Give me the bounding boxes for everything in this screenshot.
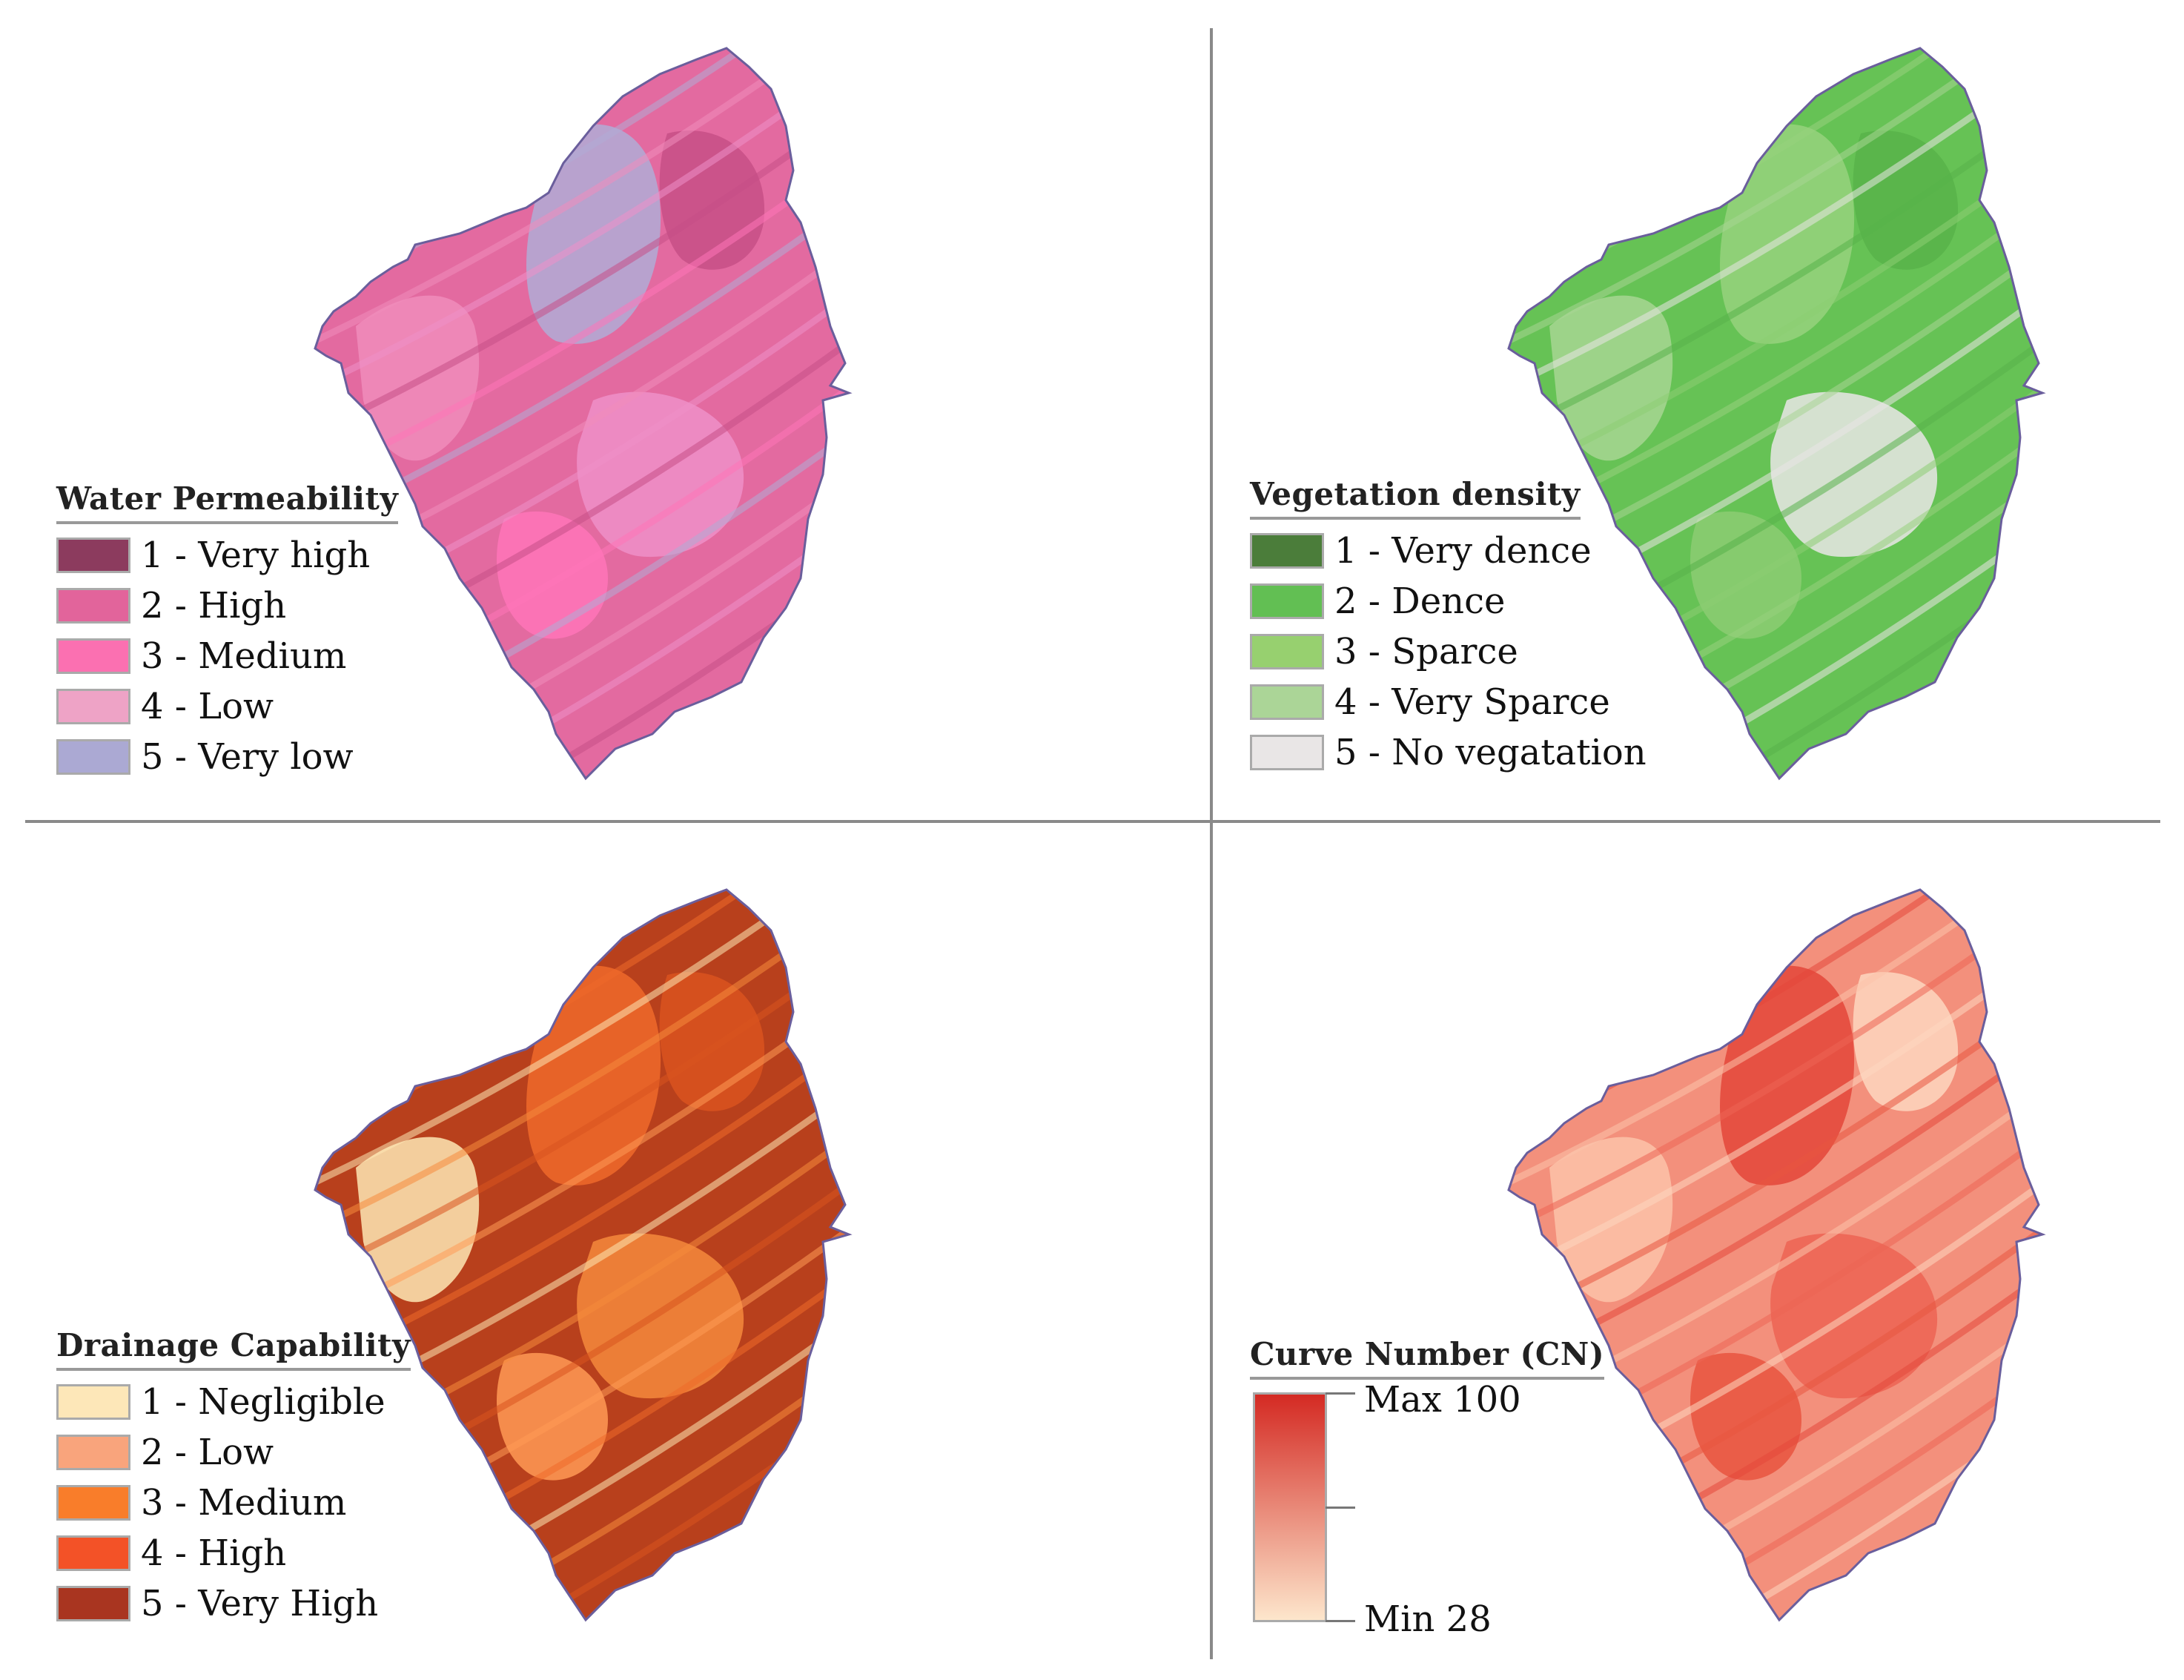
drainage-capability-map [314, 888, 853, 1622]
legend-label: 5 - No vegatation [1334, 732, 1647, 773]
water-permeability-map [314, 47, 853, 781]
legend-label: 4 - Low [141, 686, 274, 727]
legend-label: 1 - Very high [141, 535, 371, 576]
legend-swatch [1250, 684, 1324, 720]
legend-title: Water Permeability [56, 480, 399, 524]
legend-item: 3 - Medium [56, 635, 398, 677]
legend-label: 4 - High [141, 1532, 287, 1574]
legend-item: 1 - Negligible [56, 1381, 411, 1423]
legend-title: Curve Number (CN) [1250, 1336, 1605, 1380]
legend-item: 2 - Low [56, 1432, 411, 1473]
water-permeability-legend: Water Permeability 1 - Very high 2 - High… [56, 480, 399, 778]
legend-label: 2 - High [141, 585, 287, 626]
legend-label: 5 - Very High [141, 1583, 379, 1624]
legend-label: 2 - Dence [1334, 581, 1506, 622]
legend-swatch [56, 689, 130, 724]
island-outline [1507, 47, 2046, 781]
legend-item: 2 - High [56, 585, 398, 626]
legend-swatch [56, 1384, 130, 1420]
legend-swatch [56, 739, 130, 775]
legend-swatch [56, 588, 130, 624]
map-patch [497, 511, 608, 639]
legend-swatch [56, 1435, 130, 1470]
curve-number-legend: Curve Number (CN) [1250, 1336, 1605, 1380]
legend-item: 4 - High [56, 1532, 411, 1574]
legend-swatch [56, 638, 130, 674]
legend-item: 3 - Sparce [1250, 631, 1647, 672]
legend-item: 1 - Very dence [1250, 530, 1647, 572]
legend-label: 3 - Medium [141, 635, 347, 677]
legend-swatch [56, 538, 130, 573]
legend-label: 4 - Very Sparce [1334, 681, 1610, 723]
legend-label: 3 - Sparce [1334, 631, 1518, 672]
legend-label: 1 - Very dence [1334, 530, 1592, 572]
legend-title: Vegetation density [1250, 476, 1581, 520]
ramp-max-label: Max 100 [1364, 1379, 1521, 1421]
map-patch [1690, 511, 1801, 639]
ramp-min-label: Min 28 [1364, 1598, 1492, 1640]
curve-number-map [1507, 888, 2046, 1622]
map-streak [1509, 1346, 2042, 1620]
horizontal-divider [25, 820, 2160, 823]
drainage-capability-legend: Drainage Capability 1 - Negligible 2 - Lo… [56, 1327, 411, 1624]
legend-swatch [56, 1485, 130, 1521]
legend-swatch [1250, 533, 1324, 569]
vertical-divider [1210, 28, 1213, 1659]
map-patch [1690, 1352, 1801, 1481]
map-streak [1509, 504, 2042, 778]
map-patch [497, 1352, 608, 1481]
legend-label: 1 - Negligible [141, 1381, 385, 1423]
legend-swatch [1250, 735, 1324, 770]
ramp-tick-mid [1326, 1507, 1355, 1509]
vegetation-density-map [1507, 47, 2046, 781]
legend-swatch [1250, 583, 1324, 619]
island-outline [1507, 888, 2046, 1622]
legend-item: 5 - Very High [56, 1583, 411, 1624]
legend-label: 2 - Low [141, 1432, 274, 1473]
ramp-tick-max [1326, 1392, 1355, 1395]
map-streak [315, 1346, 849, 1620]
legend-label: 5 - Very low [141, 736, 354, 778]
vegetation-density-legend: Vegetation density 1 - Very dence 2 - Den… [1250, 476, 1647, 773]
ramp-tick-min [1326, 1620, 1355, 1622]
legend-item: 4 - Low [56, 686, 398, 727]
legend-title: Drainage Capability [56, 1327, 411, 1371]
legend-item: 5 - Very low [56, 736, 398, 778]
legend-item: 2 - Dence [1250, 581, 1647, 622]
legend-swatch [56, 1535, 130, 1571]
legend-item: 3 - Medium [56, 1482, 411, 1524]
island-outline [314, 47, 853, 781]
legend-swatch [1250, 634, 1324, 669]
legend-label: 3 - Medium [141, 1482, 347, 1524]
map-streak [315, 504, 849, 778]
island-outline [314, 888, 853, 1622]
color-ramp [1253, 1392, 1327, 1622]
legend-swatch [56, 1586, 130, 1621]
legend-item: 4 - Very Sparce [1250, 681, 1647, 723]
legend-item: 5 - No vegatation [1250, 732, 1647, 773]
legend-item: 1 - Very high [56, 535, 398, 576]
